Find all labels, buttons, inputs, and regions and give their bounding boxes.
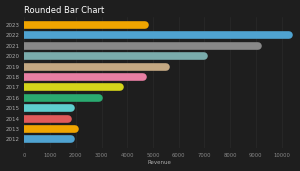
Text: Rounded Bar Chart: Rounded Bar Chart [24,5,105,15]
X-axis label: Revenue: Revenue [148,160,171,166]
